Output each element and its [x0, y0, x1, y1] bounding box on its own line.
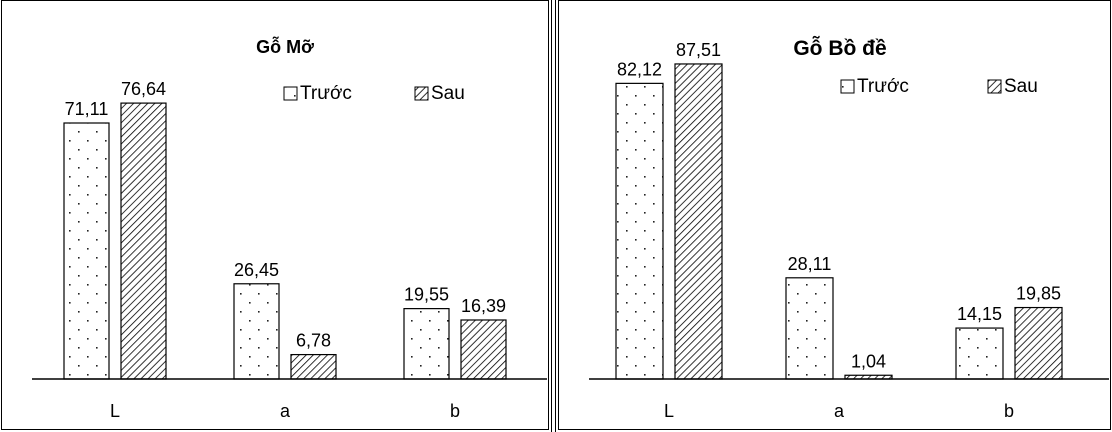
- legend-swatch-truoc: [840, 79, 855, 94]
- data-label: 19,85: [1016, 284, 1061, 304]
- legend-swatch-truoc: [283, 86, 298, 101]
- x-tick-label: L: [110, 401, 120, 421]
- bar-truoc-b: [955, 327, 1004, 380]
- x-tick-label: b: [1004, 401, 1014, 421]
- bar-sau-b: [1014, 306, 1063, 380]
- data-label: 76,64: [121, 79, 166, 99]
- data-label: 16,39: [461, 296, 506, 316]
- panel-divider: [551, 0, 556, 432]
- chart-panel-go-mo: Gỗ Mỡ 71,11 76,64 L 26,45 6,78 a 19,55 16,39 b Trư…: [1, 0, 549, 430]
- data-label: 71,11: [65, 99, 109, 119]
- chart-go-mo: Gỗ Mỡ 71,11 76,64 L 26,45 6,78 a 19,55 16,39 b Trư…: [32, 36, 547, 421]
- bar-truoc-b: [403, 308, 450, 380]
- x-tick-label: b: [450, 401, 460, 421]
- chart-title: Gỗ Bồ đề: [793, 36, 886, 60]
- legend-swatch-sau: [987, 79, 1002, 94]
- legend-swatch-sau: [414, 86, 429, 101]
- x-tick-label: L: [664, 401, 674, 421]
- data-label: 87,51: [676, 40, 721, 60]
- chart-panel-go-bo-de: Gỗ Bồ đề 82,12 87,51 L 28,11 1,04 a 14,15 19,85 b…: [558, 0, 1111, 430]
- legend-label: Trước: [300, 83, 352, 104]
- data-label: 26,45: [234, 260, 279, 280]
- data-label: 28,11: [788, 254, 832, 274]
- legend-label: Sau: [1004, 76, 1038, 97]
- bar-sau-a: [290, 353, 337, 380]
- bar-sau-l: [674, 63, 723, 380]
- data-label: 6,78: [296, 331, 331, 351]
- bar-sau-b: [460, 319, 507, 380]
- bar-truoc-a: [233, 283, 280, 380]
- bar-truoc-l: [615, 82, 664, 380]
- x-tick-label: a: [834, 401, 845, 421]
- legend-label: Trước: [857, 76, 909, 97]
- x-tick-label: a: [280, 401, 291, 421]
- bar-sau-l: [120, 102, 167, 380]
- bar-truoc-l: [63, 122, 110, 380]
- data-label: 82,12: [617, 59, 662, 79]
- bar-truoc-a: [785, 277, 834, 380]
- data-label: 1,04: [851, 351, 886, 371]
- chart-title: Gỗ Mỡ: [256, 36, 314, 57]
- data-label: 14,15: [957, 304, 1002, 324]
- data-label: 19,55: [404, 285, 449, 305]
- chart-go-bo-de: Gỗ Bồ đề 82,12 87,51 L 28,11 1,04 a 14,15 19,85 b…: [589, 36, 1109, 421]
- legend-label: Sau: [431, 83, 465, 104]
